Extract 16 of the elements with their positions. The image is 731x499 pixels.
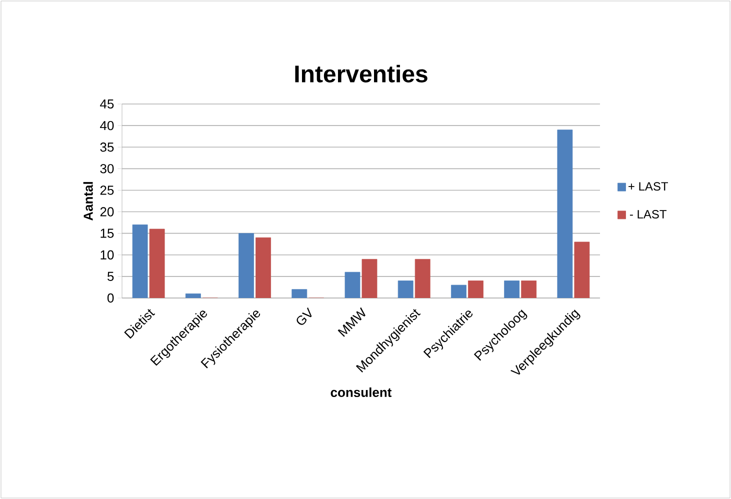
y-tick-label: 40 [100,120,114,130]
y-tick-label: 10 [100,250,114,260]
chart-title: Interventies [295,64,428,82]
y-tick-label: 15 [100,228,114,238]
y-tick-label: 20 [100,207,114,216]
y-tick-label: 35 [100,142,114,152]
y-tick-label: 30 [100,164,114,174]
legend-label: + LAST [628,182,668,191]
legend-label: - LAST [630,210,666,218]
x-tick-label: GV [296,307,312,325]
y-tick-label: 0 [107,293,114,303]
y-tick-label: 5 [107,272,114,281]
y-tick-label: 25 [100,186,114,195]
y-axis-title: Aantal [83,182,93,221]
y-tick-label: 45 [100,99,114,109]
x-axis-title: consulent [330,387,392,398]
